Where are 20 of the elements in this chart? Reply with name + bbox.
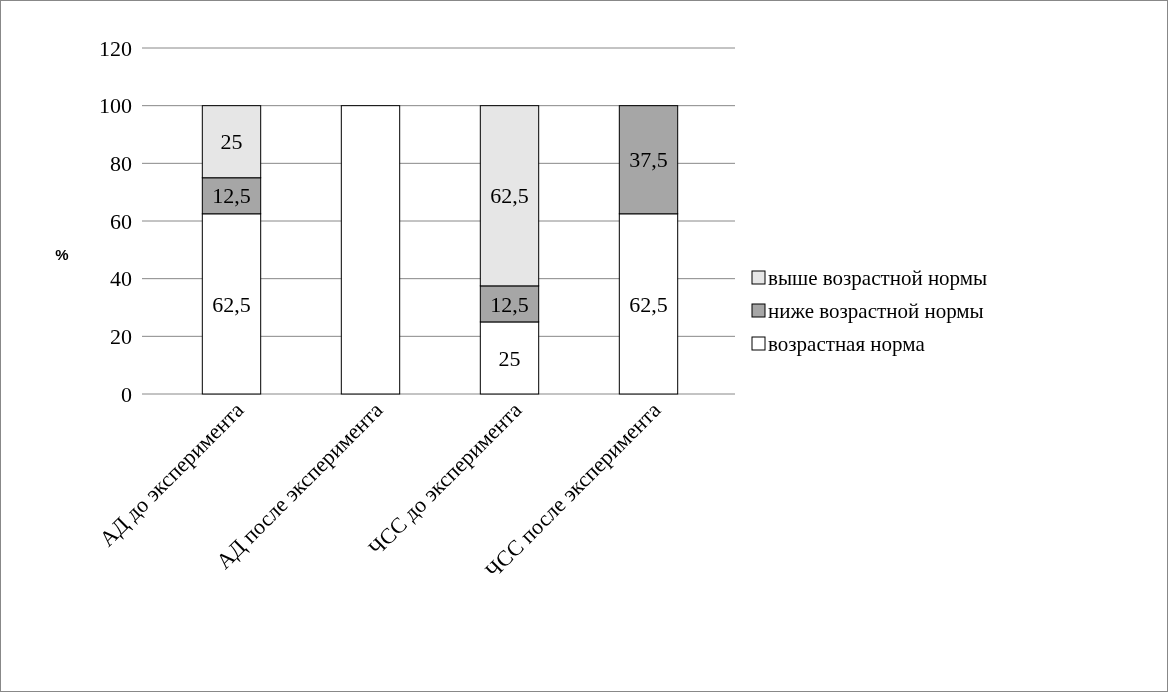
y-tick-label: 60 (110, 208, 132, 234)
data-label: 12,5 (212, 183, 251, 209)
bar (340, 105, 401, 395)
legend-label: ниже возрастной нормы (768, 299, 984, 324)
y-tick-label: 80 (110, 151, 132, 177)
y-tick-label: 100 (99, 93, 132, 119)
y-tick-label: 120 (99, 35, 132, 61)
legend-label: выше возрастной нормы (768, 266, 988, 291)
data-label: 25 (498, 345, 521, 371)
y-tick-label: 0 (121, 381, 132, 407)
data-label: 62,5 (629, 291, 668, 317)
data-label: 37,5 (629, 147, 668, 173)
data-label: 62,5 (212, 291, 251, 317)
y-axis-title: % (55, 246, 69, 264)
data-label: 25 (220, 129, 243, 155)
data-label: 62,5 (490, 183, 529, 209)
y-tick-label: 20 (110, 324, 132, 350)
y-tick-label: 40 (110, 266, 132, 292)
legend-label: возрастная норма (768, 332, 926, 357)
data-label: 12,5 (490, 291, 529, 317)
